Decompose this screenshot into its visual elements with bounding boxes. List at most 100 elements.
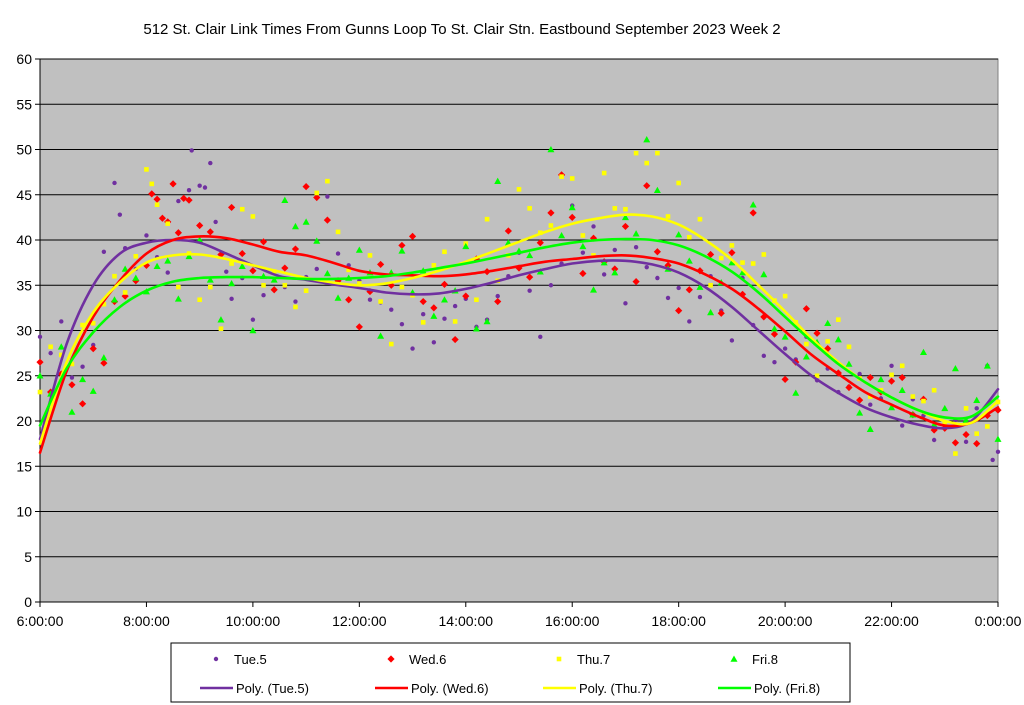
trendline bbox=[38, 237, 1000, 427]
y-tick-label: 0 bbox=[24, 594, 32, 610]
axes: 0 5 10 15 20 25 30 35 40 45 50 55 60 6:00:00 8:00:00 10… bbox=[16, 51, 1021, 629]
data-point bbox=[153, 195, 161, 203]
data-point bbox=[612, 206, 618, 211]
data-point bbox=[314, 266, 319, 272]
data-point bbox=[197, 183, 202, 188]
data-point bbox=[313, 193, 321, 202]
data-point bbox=[451, 335, 459, 344]
x-tick-label: 10:00:00 bbox=[226, 613, 281, 629]
y-tick-label: 45 bbox=[16, 187, 32, 203]
data-point bbox=[133, 253, 139, 259]
data-point bbox=[250, 317, 256, 322]
data-point bbox=[197, 297, 202, 303]
data-point bbox=[653, 186, 661, 194]
data-point bbox=[213, 219, 218, 225]
data-point bbox=[792, 389, 800, 396]
data-point bbox=[100, 359, 108, 367]
data-point bbox=[37, 334, 43, 340]
data-point bbox=[36, 358, 44, 366]
data-point bbox=[579, 242, 587, 250]
data-point bbox=[421, 312, 426, 317]
data-point bbox=[313, 237, 321, 244]
data-point bbox=[282, 282, 288, 288]
data-point bbox=[962, 416, 970, 423]
data-point bbox=[760, 270, 768, 278]
data-point bbox=[728, 249, 736, 257]
data-point bbox=[548, 283, 554, 288]
data-point bbox=[419, 297, 427, 306]
data-point bbox=[189, 148, 194, 153]
data-point bbox=[186, 188, 192, 193]
data-point bbox=[548, 223, 554, 228]
data-point bbox=[112, 273, 117, 279]
data-point bbox=[259, 238, 268, 246]
data-point bbox=[770, 325, 778, 332]
data-point bbox=[675, 231, 683, 238]
data-point bbox=[36, 372, 44, 379]
data-point bbox=[144, 167, 149, 172]
data-point bbox=[117, 212, 123, 217]
data-point bbox=[452, 303, 458, 309]
data-point bbox=[633, 245, 639, 250]
trendlines bbox=[38, 213, 1000, 454]
data-point bbox=[440, 280, 449, 288]
y-tick-label: 55 bbox=[16, 96, 32, 112]
data-point bbox=[951, 365, 959, 372]
x-tick-label: 20:00:00 bbox=[758, 613, 813, 629]
x-tick-label: 22:00:00 bbox=[864, 613, 919, 629]
data-point bbox=[398, 241, 406, 250]
data-point bbox=[37, 389, 43, 395]
data-point bbox=[238, 249, 246, 258]
y-tick-label: 50 bbox=[16, 142, 32, 158]
data-point bbox=[378, 299, 383, 304]
data-point bbox=[132, 274, 140, 281]
data-point bbox=[48, 350, 53, 356]
data-point bbox=[910, 394, 916, 399]
data-point bbox=[228, 279, 236, 287]
data-point bbox=[153, 262, 161, 270]
data-point bbox=[814, 373, 820, 379]
data-point bbox=[930, 421, 938, 428]
data-point bbox=[58, 352, 64, 358]
data-point bbox=[921, 398, 926, 404]
data-point bbox=[174, 295, 182, 302]
data-point bbox=[845, 360, 853, 367]
data-point bbox=[270, 276, 278, 283]
data-point bbox=[708, 282, 713, 288]
data-point bbox=[462, 242, 470, 250]
data-point bbox=[696, 283, 704, 290]
data-point bbox=[559, 174, 564, 179]
data-point bbox=[149, 181, 155, 187]
data-point bbox=[983, 362, 991, 369]
data-point bbox=[782, 293, 788, 299]
data-point bbox=[685, 257, 693, 264]
data-point bbox=[302, 183, 310, 191]
data-point bbox=[547, 209, 555, 217]
data-point bbox=[495, 293, 500, 299]
data-point bbox=[335, 229, 341, 235]
data-point bbox=[483, 317, 491, 325]
data-point bbox=[655, 150, 660, 156]
data-point bbox=[229, 261, 234, 266]
data-point bbox=[388, 341, 394, 347]
data-point bbox=[889, 363, 894, 368]
y-tick-label: 10 bbox=[16, 504, 32, 520]
legend-marker bbox=[213, 656, 219, 662]
y-tick-label: 35 bbox=[16, 277, 32, 293]
data-point bbox=[325, 178, 330, 184]
data-point bbox=[516, 187, 522, 192]
data-point bbox=[749, 209, 757, 217]
data-point bbox=[558, 231, 566, 239]
data-point bbox=[325, 194, 330, 199]
data-point bbox=[228, 203, 236, 212]
data-point bbox=[898, 386, 906, 394]
data-point bbox=[440, 296, 448, 303]
data-point bbox=[601, 170, 607, 176]
data-point bbox=[846, 344, 852, 350]
data-point bbox=[430, 304, 438, 312]
data-point bbox=[963, 406, 969, 411]
data-point bbox=[355, 323, 363, 331]
data-point bbox=[888, 403, 896, 411]
data-point bbox=[738, 290, 747, 298]
legend: Tue.5 Wed.6 Thu.7 Fri.8 Poly. (Tue.5) Poly. (… bbox=[170, 642, 851, 703]
